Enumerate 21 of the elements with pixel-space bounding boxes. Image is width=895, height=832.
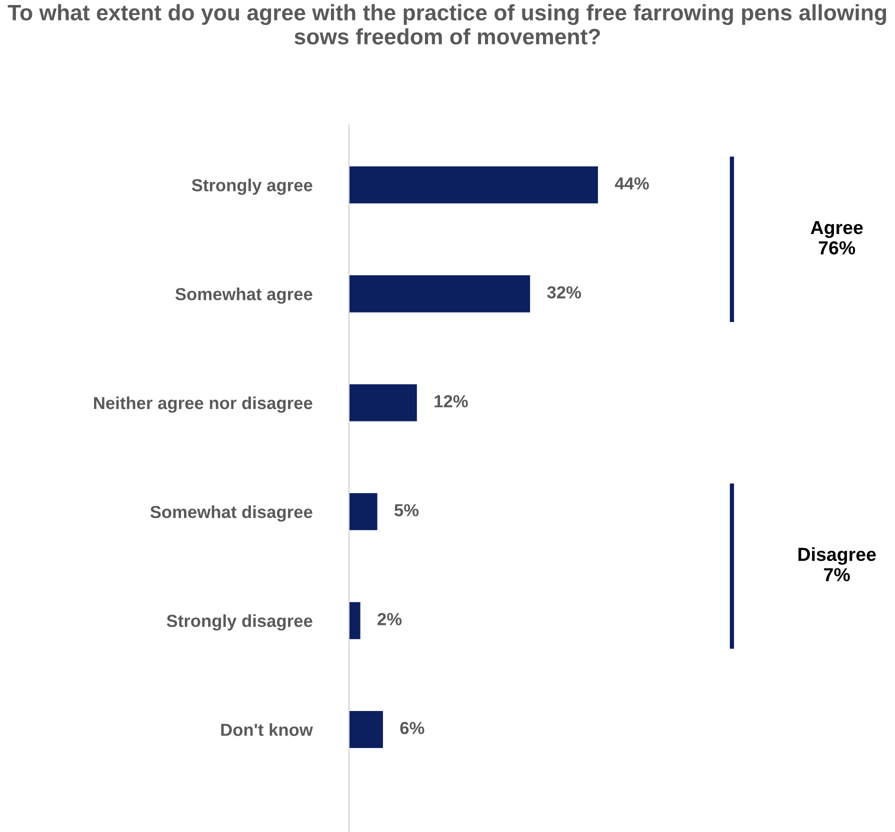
y-tick-label: Strongly disagree bbox=[166, 614, 312, 631]
data-label: 32% bbox=[547, 286, 582, 299]
bar bbox=[349, 384, 417, 422]
y-tick-label: Strongly agree bbox=[192, 178, 312, 195]
y-tick-label: Somewhat agree bbox=[175, 288, 312, 304]
data-label: 44% bbox=[614, 177, 649, 190]
y-tick-label: Don't know bbox=[221, 723, 313, 736]
data-label: 12% bbox=[434, 395, 468, 408]
data-label: 2% bbox=[378, 612, 402, 626]
bar bbox=[349, 166, 598, 204]
bar bbox=[349, 275, 530, 312]
data-label: 6% bbox=[400, 722, 424, 734]
text: Disagree 7% bbox=[798, 547, 876, 582]
bar bbox=[349, 493, 378, 530]
y-tick-label: Neither agree nor disagree bbox=[94, 396, 312, 413]
data-label: 5% bbox=[394, 504, 419, 516]
bar bbox=[349, 602, 360, 640]
chart-title: To what extent do you agree with the practice of using free farrowing pens allowing sows freedom of movement? bbox=[8, 4, 886, 45]
y-tick-label: Somewhat disagree bbox=[150, 505, 312, 522]
text: Agree 76% bbox=[810, 221, 863, 254]
bar bbox=[349, 710, 383, 748]
